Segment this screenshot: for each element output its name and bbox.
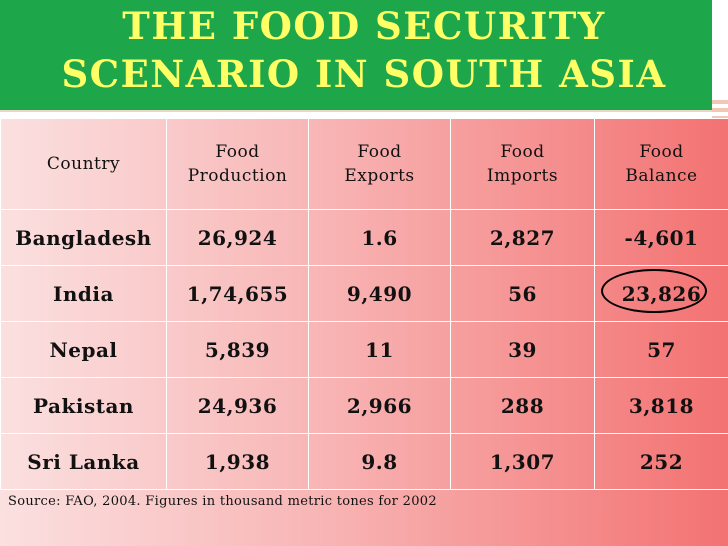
- title-banner: THE FOOD SECURITY SCENARIO IN SOUTH ASIA: [0, 0, 712, 112]
- cell-country: Pakistan: [0, 377, 167, 434]
- table-panel: Country Food Production Food Exports Foo…: [0, 118, 728, 546]
- cell-imports: 1,307: [450, 433, 595, 490]
- table-row: Nepal 5,839 11 39 57: [0, 321, 728, 378]
- page-title-line-1: THE FOOD SECURITY: [122, 4, 606, 48]
- cell-production: 1,74,655: [166, 265, 309, 322]
- cell-production: 26,924: [166, 209, 309, 266]
- highlight-circle: [601, 269, 707, 313]
- cell-country: India: [0, 265, 167, 322]
- cell-production: 24,936: [166, 377, 309, 434]
- cell-exports: 2,966: [308, 377, 451, 434]
- cell-balance: -4,601: [594, 209, 728, 266]
- cell-exports: 9.8: [308, 433, 451, 490]
- cell-country: Sri Lanka: [0, 433, 167, 490]
- column-header-food-exports: Food Exports: [308, 118, 451, 210]
- column-header-food-production: Food Production: [166, 118, 309, 210]
- column-header-food-imports: Food Imports: [450, 118, 595, 210]
- cell-balance: 3,818: [594, 377, 728, 434]
- cell-balance-circled: 23,826: [594, 265, 728, 322]
- column-header-country: Country: [0, 118, 167, 210]
- cell-imports: 56: [450, 265, 595, 322]
- cell-exports: 1.6: [308, 209, 451, 266]
- table-row: Sri Lanka 1,938 9.8 1,307 252: [0, 433, 728, 490]
- cell-exports: 11: [308, 321, 451, 378]
- column-header-food-balance: Food Balance: [594, 118, 728, 210]
- table-header-row: Country Food Production Food Exports Foo…: [0, 118, 728, 210]
- table-row: Bangladesh 26,924 1.6 2,827 -4,601: [0, 209, 728, 266]
- table-row: India 1,74,655 9,490 56 23,826: [0, 265, 728, 322]
- cell-imports: 288: [450, 377, 595, 434]
- page-title-line-2: SCENARIO IN SOUTH ASIA: [61, 52, 667, 96]
- cell-country: Bangladesh: [0, 209, 167, 266]
- food-security-table: Country Food Production Food Exports Foo…: [0, 118, 728, 490]
- table-row: Pakistan 24,936 2,966 288 3,818: [0, 377, 728, 434]
- cell-balance: 252: [594, 433, 728, 490]
- cell-production: 5,839: [166, 321, 309, 378]
- source-note: Source: FAO, 2004. Figures in thousand m…: [8, 494, 437, 509]
- cell-country: Nepal: [0, 321, 167, 378]
- cell-exports: 9,490: [308, 265, 451, 322]
- cell-production: 1,938: [166, 433, 309, 490]
- cell-imports: 2,827: [450, 209, 595, 266]
- cell-imports: 39: [450, 321, 595, 378]
- cell-balance: 57: [594, 321, 728, 378]
